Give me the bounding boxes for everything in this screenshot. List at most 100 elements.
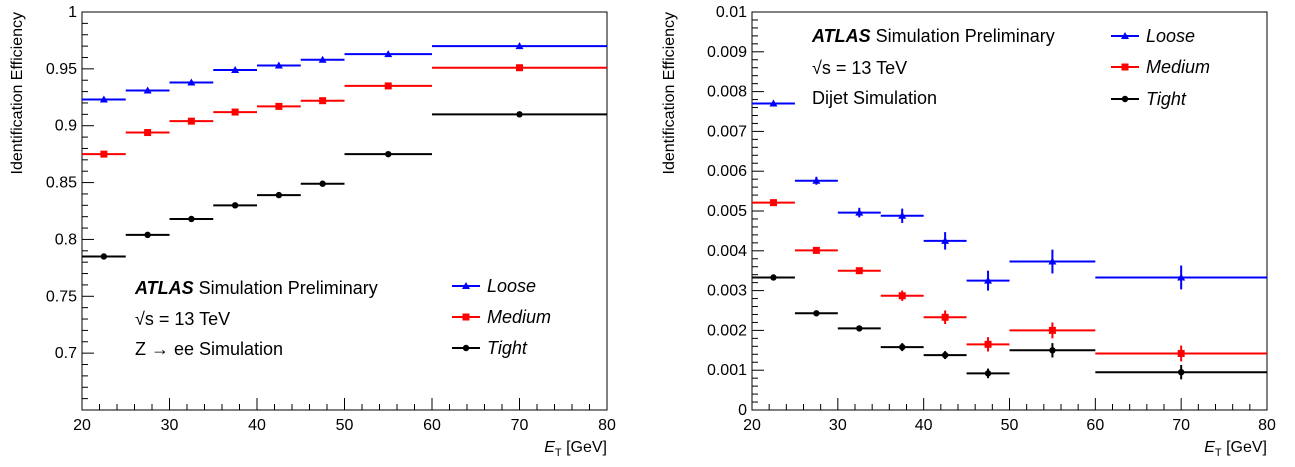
data-point [143,86,152,94]
atlas-subtitle: Simulation Preliminary [194,278,378,298]
series-tight [82,111,607,260]
data-point [1177,368,1185,376]
x-tick-label: 30 [161,417,179,434]
y-tick-label: 0.001 [707,362,747,379]
data-point [898,292,906,300]
x-tick-label: 70 [511,417,529,434]
x-tick-label: 60 [423,417,441,434]
legend-swatch-marker [1121,63,1129,71]
y-tick-label: 0.85 [46,175,77,192]
sample-label: Dijet Simulation [812,88,937,108]
y-axis-title: Identification Efficiency [9,12,26,174]
x-axis-title-subscript: T [555,447,562,459]
data-point [941,313,949,321]
x-tick-label: 50 [336,417,354,434]
x-axis-title-unit: [GeV] [562,439,607,456]
data-point [516,64,523,72]
data-point [899,343,906,351]
atlas-logo-text: ATLAS [811,26,871,46]
x-tick-label: 40 [915,417,933,434]
data-point [1177,273,1186,281]
data-point [384,50,393,58]
y-tick-label: 0.95 [46,61,77,78]
y-tick-label: 0.006 [707,163,747,180]
sample-label: Z → ee Simulation [135,339,283,359]
data-point [385,150,392,158]
y-tick-label: 0.009 [707,44,747,61]
data-point [231,108,239,116]
x-axis-title-unit: [GeV] [1222,439,1267,456]
data-point [1048,257,1057,265]
y-tick-label: 0.007 [707,123,747,140]
y-tick-label: 0.004 [707,243,747,260]
chart-1: 20 30 40 50 60 70 80 0.7 0.75 0.8 0.85 0.9 0.95 1 ET [… [9,4,616,459]
legend-swatch-marker [462,282,470,289]
data-point [1177,349,1185,357]
data-point [274,61,283,69]
data-point [812,246,820,254]
y-axis-title: Identification Efficiency [661,12,678,174]
y-tick-label: 0.008 [707,84,747,101]
x-tick-label: 30 [829,417,847,434]
data-point [319,97,327,105]
atlas-subtitle: Simulation Preliminary [871,26,1055,46]
y-tick-label: 0.002 [707,322,747,339]
x-axis-title: ET [GeV] [1204,439,1267,459]
legend-label: Loose [1146,26,1195,46]
data-point [319,180,326,187]
energy-label: √s = 13 TeV [135,309,230,329]
data-point [231,65,240,73]
data-point [856,325,863,332]
x-tick-label: 80 [1258,417,1276,434]
y-tick-label: 0.005 [707,203,747,220]
data-point [984,340,992,348]
series-loose [752,99,1267,291]
series-loose [82,42,607,103]
atlas-logo-text: ATLAS [134,278,194,298]
data-point [898,211,907,219]
legend-swatch-marker [1121,95,1129,103]
data-point [515,42,524,50]
y-tick-label: 1 [68,4,77,21]
atlas-label: ATLAS Simulation Preliminary [811,26,1055,46]
data-point [1049,347,1056,354]
atlas-label: ATLAS Simulation Preliminary [134,278,378,298]
data-point [384,82,392,90]
data-point [188,215,195,223]
chart-2: 20 30 40 50 60 70 80 0 0.001 0.002 0.003 0.004 0.005… [661,4,1276,459]
data-point [318,55,327,63]
energy-label: √s = 13 TeV [812,58,907,78]
legend-label: Tight [487,338,528,358]
series-tight [752,274,1267,380]
data-point [769,199,777,207]
data-point [275,191,283,199]
y-tick-label: 0 [738,402,747,419]
data-point [144,231,151,239]
data-point [770,274,777,281]
y-tick-label: 0.003 [707,283,747,300]
x-tick-label: 50 [1001,417,1019,434]
legend-swatch-marker [462,344,470,352]
y-tick-label: 0.7 [55,345,77,362]
data-point [187,117,195,125]
data-point [144,129,152,137]
data-point [813,310,820,317]
y-tick-label: 0.8 [55,231,77,248]
x-axis-title-symbol: E [1204,439,1215,456]
x-axis-title-subscript: T [1215,447,1222,459]
x-tick-label: 20 [743,417,761,434]
x-tick-label: 80 [598,417,616,434]
legend-label: Medium [1146,57,1210,77]
data-point [275,102,283,110]
y-tick-label: 0.01 [716,4,747,21]
legend-label: Medium [487,307,551,327]
data-point [812,176,821,184]
data-point [99,95,108,103]
legend-label: Tight [1146,89,1187,109]
series-medium [752,199,1267,362]
x-tick-label: 20 [73,417,91,434]
data-point [855,267,863,275]
data-point [984,370,992,377]
legend-swatch-marker [1121,32,1129,39]
data-point [769,99,778,107]
